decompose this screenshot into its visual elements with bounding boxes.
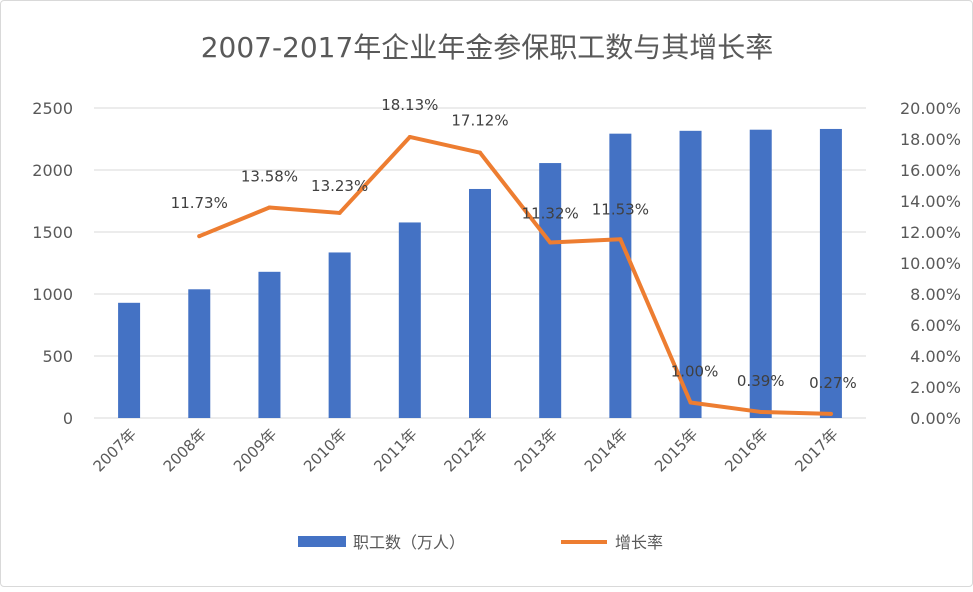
data-label: 1.00%: [671, 363, 719, 381]
left-tick-label: 1000: [32, 285, 73, 304]
x-tick-label: 2007年: [90, 425, 140, 475]
data-label: 11.53%: [592, 200, 649, 218]
bar: [188, 289, 211, 418]
legend-swatch-bar: [298, 536, 346, 547]
x-tick-label: 2012年: [440, 425, 490, 475]
x-tick-label: 2011年: [370, 425, 420, 475]
right-tick-label: 18.00%: [900, 130, 961, 149]
data-label: 11.73%: [171, 194, 228, 212]
right-tick-label: 20.00%: [900, 99, 961, 118]
data-label: 11.32%: [522, 205, 579, 223]
x-axis: 2007年 2008年 2009年 2010年 2011年 2012年 2013年 2014年…: [90, 425, 842, 475]
left-tick-label: 2500: [32, 99, 73, 118]
x-tick-label: 2014年: [581, 425, 631, 475]
legend-label-line: 增长率: [615, 533, 663, 552]
bar: [328, 252, 351, 418]
bar-series: [118, 128, 842, 419]
line-series: [197, 134, 833, 416]
x-tick-label: 2010年: [300, 425, 350, 475]
chart-title: 2007-2017年企业年金参保职工数与其增长率: [201, 31, 774, 64]
x-tick-label: 2009年: [230, 425, 280, 475]
right-axis: 0.00% 2.00% 4.00% 6.00% 8.00% 10.00% 12.00% 14.…: [900, 99, 961, 428]
right-tick-label: 8.00%: [910, 285, 961, 304]
growth-line: [197, 134, 833, 416]
right-tick-label: 14.00%: [900, 192, 961, 211]
x-tick-label: 2017年: [791, 425, 841, 475]
line-point: [337, 210, 342, 215]
left-axis: 0 500 1000 1500 2000 2500: [32, 99, 73, 428]
bar: [749, 129, 772, 418]
data-label: 18.13%: [381, 96, 438, 114]
left-tick-label: 2000: [32, 161, 73, 180]
right-tick-label: 4.00%: [910, 347, 961, 366]
legend: 职工数（万人） 增长率: [298, 533, 663, 552]
right-tick-label: 16.00%: [900, 161, 961, 180]
right-tick-label: 2.00%: [910, 378, 961, 397]
bar: [258, 271, 281, 418]
data-label: 13.23%: [311, 177, 368, 195]
right-tick-label: 10.00%: [900, 254, 961, 273]
bar: [819, 128, 842, 418]
bar: [118, 302, 141, 418]
bar: [469, 188, 491, 418]
data-label: 17.12%: [451, 112, 508, 130]
right-tick-label: 0.00%: [910, 409, 961, 428]
x-tick-label: 2008年: [160, 425, 210, 475]
bar: [539, 163, 562, 418]
line-point: [688, 400, 693, 405]
bar: [609, 133, 632, 418]
data-labels: 11.73% 13.58% 13.23% 18.13% 17.12% 11.32% 11.5…: [171, 96, 857, 392]
line-point: [618, 237, 623, 242]
left-tick-label: 0: [63, 409, 73, 428]
line-point: [267, 205, 272, 210]
data-label: 13.58%: [241, 168, 298, 186]
line-point: [478, 150, 482, 155]
line-point: [197, 234, 202, 239]
left-tick-label: 1500: [32, 223, 73, 242]
legend-label-bar: 职工数（万人）: [353, 533, 465, 552]
bar: [679, 130, 702, 419]
data-label: 0.27%: [809, 374, 857, 392]
right-tick-label: 12.00%: [900, 223, 961, 242]
line-point: [548, 240, 553, 245]
left-tick-label: 500: [42, 347, 73, 366]
x-tick-label: 2016年: [721, 425, 771, 475]
line-point: [407, 134, 412, 139]
data-label: 0.39%: [737, 372, 785, 390]
right-tick-label: 6.00%: [910, 316, 961, 335]
line-point: [758, 409, 763, 414]
x-tick-label: 2013年: [511, 425, 561, 475]
x-tick-label: 2015年: [651, 425, 701, 475]
line-point: [828, 411, 833, 416]
bar: [398, 222, 421, 418]
